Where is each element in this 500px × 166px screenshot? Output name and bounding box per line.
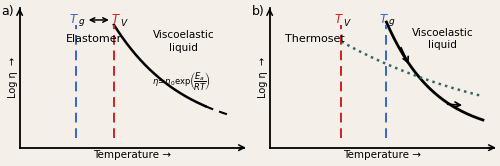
Text: Elastomer: Elastomer [66, 34, 122, 44]
Text: $V$: $V$ [120, 17, 129, 28]
Text: $g$: $g$ [78, 17, 85, 28]
Text: Viscoelastic
liquid: Viscoelastic liquid [152, 30, 214, 53]
Text: $T$: $T$ [68, 13, 78, 26]
Text: b): b) [252, 5, 264, 18]
X-axis label: Temperature →: Temperature → [93, 150, 171, 161]
Text: $T$: $T$ [334, 13, 344, 26]
Text: $\eta\!=\!\eta_0\exp\!\left(\!\dfrac{E_a}{RT}\!\right)$: $\eta\!=\!\eta_0\exp\!\left(\!\dfrac{E_a… [152, 71, 210, 93]
Text: $V$: $V$ [343, 17, 351, 28]
Y-axis label: Log η  →: Log η → [8, 57, 18, 98]
X-axis label: Temperature →: Temperature → [343, 150, 421, 161]
Text: $g$: $g$ [388, 17, 396, 28]
Text: $T$: $T$ [111, 13, 121, 26]
Text: a): a) [2, 5, 15, 18]
Text: Viscoelastic
liquid: Viscoelastic liquid [412, 28, 474, 50]
Text: Thermoset: Thermoset [284, 34, 344, 44]
Y-axis label: Log η  →: Log η → [258, 57, 268, 98]
Text: $T$: $T$ [379, 13, 389, 26]
